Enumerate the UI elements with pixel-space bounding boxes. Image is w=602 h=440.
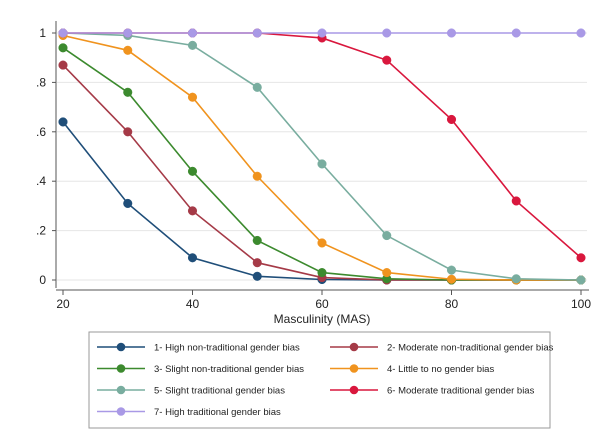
legend: 1- High non-traditional gender bias 2- Mo… [88, 331, 554, 429]
series-7 [58, 28, 586, 38]
legend-label: 5- Slight traditional gender bias [154, 386, 285, 397]
data-point [187, 40, 198, 50]
y-tick-label: .4 [36, 174, 46, 188]
y-tick-label: 1 [39, 26, 46, 40]
x-tick-label: 80 [445, 297, 459, 311]
data-point [382, 268, 392, 278]
data-point [446, 274, 457, 284]
data-point [576, 28, 586, 38]
y-tick-label: .8 [36, 75, 46, 89]
data-point [382, 230, 392, 241]
data-point [187, 206, 198, 216]
data-point [252, 258, 262, 268]
x-tick-label: 100 [571, 297, 591, 311]
axes: 0 .2 .4 .6 .8 1 20 40 60 80 100 [36, 21, 591, 311]
data-point [317, 238, 327, 248]
data-point [576, 275, 586, 285]
data-point [58, 43, 68, 53]
data-point [58, 60, 68, 70]
data-point [252, 171, 262, 181]
legend-label: 6- Moderate traditional gender bias [387, 386, 535, 397]
y-tick-label: .6 [36, 125, 46, 139]
data-point [511, 196, 521, 206]
legend-item: 3- Slight non-traditional gender bias [97, 364, 304, 375]
data-point [58, 117, 68, 127]
data-point [317, 28, 327, 38]
x-tick-label: 40 [186, 297, 200, 311]
data-point [123, 127, 133, 137]
data-point [446, 265, 457, 275]
legend-box [88, 331, 551, 429]
legend-marker [116, 342, 126, 352]
series-layer [58, 28, 586, 285]
data-point [446, 114, 457, 124]
data-point [511, 274, 521, 284]
legend-marker [116, 385, 126, 395]
legend-item: 2- Moderate non-traditional gender bias [330, 343, 554, 354]
legend-marker [349, 385, 359, 395]
data-point [252, 82, 262, 92]
legend-marker [349, 342, 359, 352]
data-point [58, 28, 68, 38]
legend-item: 6- Moderate traditional gender bias [330, 386, 535, 397]
data-point [446, 28, 457, 38]
data-point [252, 28, 262, 38]
data-point [187, 92, 198, 102]
legend-marker [116, 407, 126, 416]
data-point [511, 28, 521, 38]
data-point [123, 45, 133, 55]
data-point [576, 253, 586, 263]
legend-marker [349, 364, 359, 373]
data-point [252, 271, 262, 281]
data-point [123, 87, 133, 97]
data-point [252, 235, 262, 246]
y-tick-label: .2 [36, 224, 46, 238]
legend-item: 5- Slight traditional gender bias [97, 386, 285, 397]
y-tick-label: 0 [39, 273, 46, 287]
x-tick-label: 60 [315, 297, 329, 311]
data-point [187, 28, 198, 38]
legend-label: 2- Moderate non-traditional gender bias [387, 343, 554, 354]
legend-label: 4- Little to no gender bias [387, 364, 494, 375]
data-point [187, 253, 198, 263]
data-point [123, 198, 133, 208]
data-point [123, 28, 133, 38]
data-point [317, 159, 327, 169]
data-point [382, 28, 392, 38]
data-point [382, 55, 392, 65]
legend-marker [116, 364, 126, 373]
legend-label: 7- High traditional gender bias [154, 407, 281, 418]
data-point [187, 166, 198, 176]
legend-item: 7- High traditional gender bias [97, 407, 281, 418]
legend-label: 3- Slight non-traditional gender bias [154, 364, 304, 375]
legend-label: 1- High non-traditional gender bias [154, 343, 300, 354]
legend-item: 1- High non-traditional gender bias [97, 343, 300, 354]
x-tick-label: 20 [56, 297, 70, 311]
x-axis-label: Masculinity (MAS) [274, 312, 371, 326]
data-point [317, 268, 327, 278]
legend-item: 4- Little to no gender bias [330, 364, 494, 375]
